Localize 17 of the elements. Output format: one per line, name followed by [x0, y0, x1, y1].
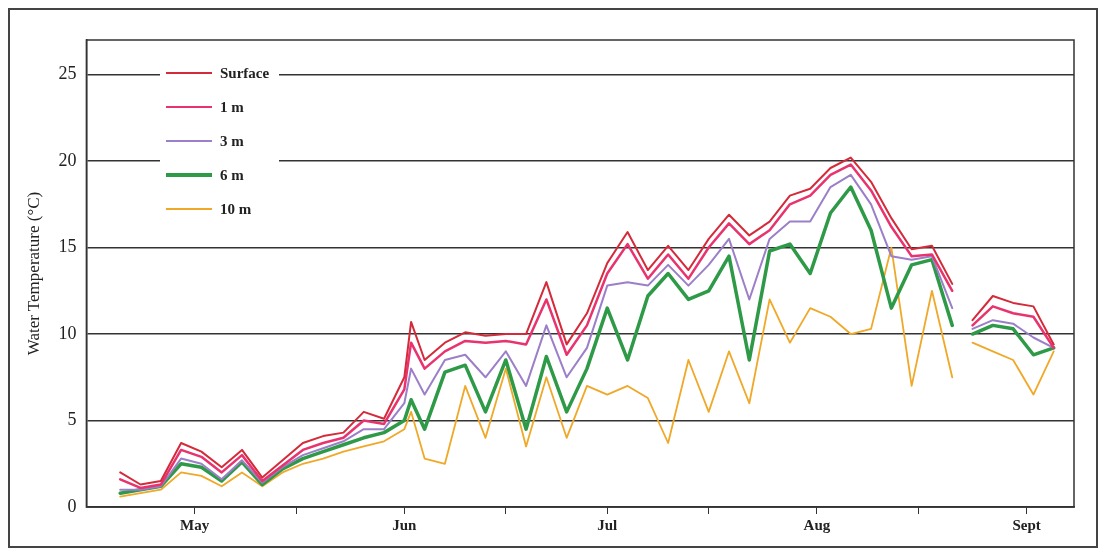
y-tick-label: 5: [67, 409, 77, 430]
legend-label: 10 m: [220, 200, 252, 218]
legend-label: 3 m: [220, 132, 244, 150]
x-tick-label: Jun: [392, 516, 418, 533]
legend-label: 6 m: [220, 166, 244, 184]
y-tick-label: 0: [67, 495, 77, 516]
legend-label: 1 m: [220, 98, 244, 116]
y-axis-title: Water Temperature (°C): [23, 191, 43, 356]
y-tick-label: 10: [58, 322, 77, 343]
x-tick-label: Sept: [1012, 516, 1041, 533]
x-tick-label: Aug: [803, 516, 831, 533]
y-tick-label: 25: [58, 63, 77, 84]
x-tick-label: May: [180, 516, 210, 533]
legend-label: Surface: [220, 64, 270, 82]
y-tick-label: 15: [58, 236, 77, 257]
y-tick-label: 20: [58, 149, 77, 170]
x-tick-label: Jul: [597, 516, 618, 533]
